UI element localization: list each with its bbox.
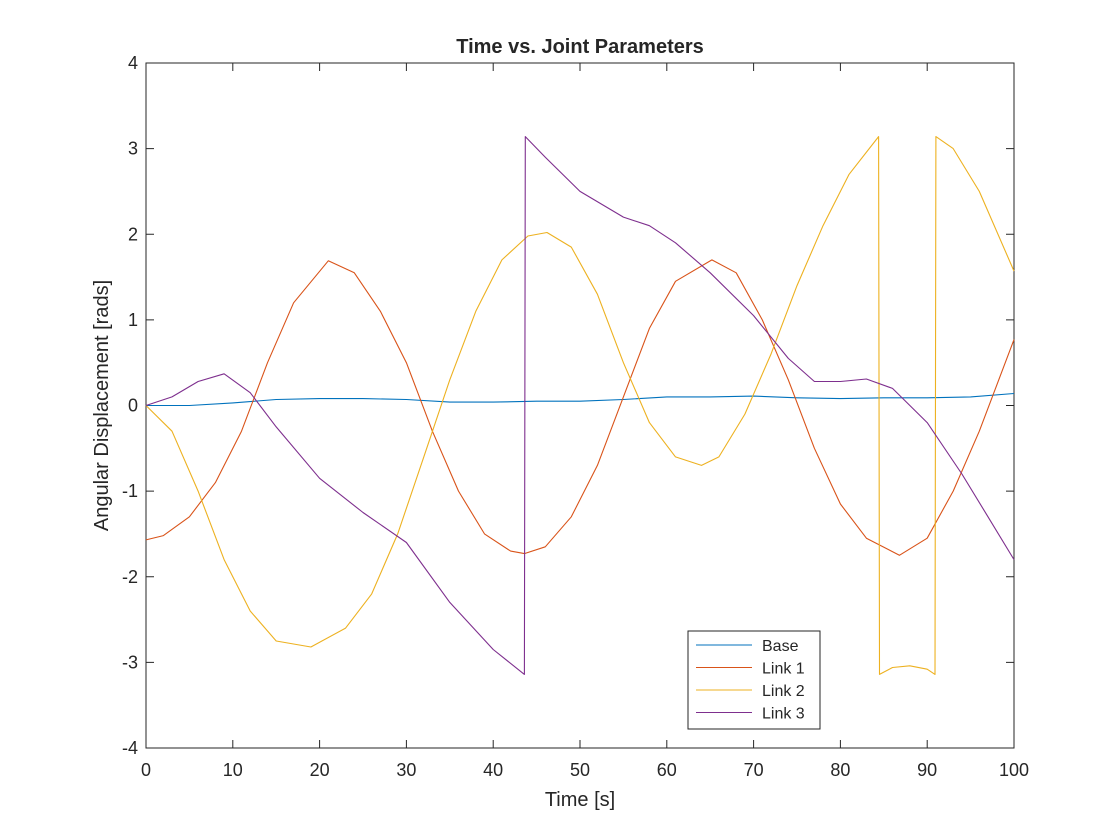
y-tick-label: 0 [128, 396, 138, 416]
plot-area: 0 10 20 30 40 50 60 70 80 90 100 -4 -3 -2 -1 0 1 2 3 4 [122, 53, 1029, 780]
x-tick-label: 30 [396, 760, 416, 780]
x-axis-label: Time [s] [545, 789, 615, 811]
y-tick-label: 4 [128, 53, 138, 73]
chart-title: Time vs. Joint Parameters [456, 36, 704, 58]
ticks: 0 10 20 30 40 50 60 70 80 90 100 -4 -3 -2 -1 0 1 2 3 4 [122, 53, 1029, 780]
series-line-3 [145, 136, 1015, 675]
x-tick-label: 0 [141, 760, 151, 780]
x-tick-label: 80 [830, 760, 850, 780]
y-tick-label: 2 [128, 224, 138, 244]
legend: Base Link 1 Link 2 Link 3 [687, 630, 821, 730]
y-tick-label: -3 [122, 652, 138, 672]
x-tick-label: 10 [223, 760, 243, 780]
y-tick-label: 1 [128, 310, 138, 330]
x-tick-label: 100 [999, 760, 1029, 780]
y-tick-label: 3 [128, 139, 138, 159]
series-line-2 [145, 259, 1015, 556]
x-tick-label: 60 [657, 760, 677, 780]
x-tick-label: 20 [310, 760, 330, 780]
series-lines [145, 136, 1015, 675]
axes-box [145, 62, 1015, 749]
series-line-4 [145, 136, 1015, 675]
legend-label: Link 3 [762, 706, 805, 723]
x-tick-label: 40 [483, 760, 503, 780]
legend-label: Link 1 [762, 661, 805, 678]
y-tick-label: -4 [122, 738, 138, 758]
y-tick-label: -2 [122, 567, 138, 587]
x-tick-label: 50 [570, 760, 590, 780]
series-line-1 [146, 392, 1015, 407]
x-tick-label: 90 [917, 760, 937, 780]
y-axis-label: Angular Displacement [rads] [91, 280, 113, 531]
legend-label: Link 2 [762, 683, 805, 700]
legend-label: Base [762, 638, 799, 655]
y-tick-label: -1 [122, 481, 138, 501]
x-tick-label: 70 [744, 760, 764, 780]
